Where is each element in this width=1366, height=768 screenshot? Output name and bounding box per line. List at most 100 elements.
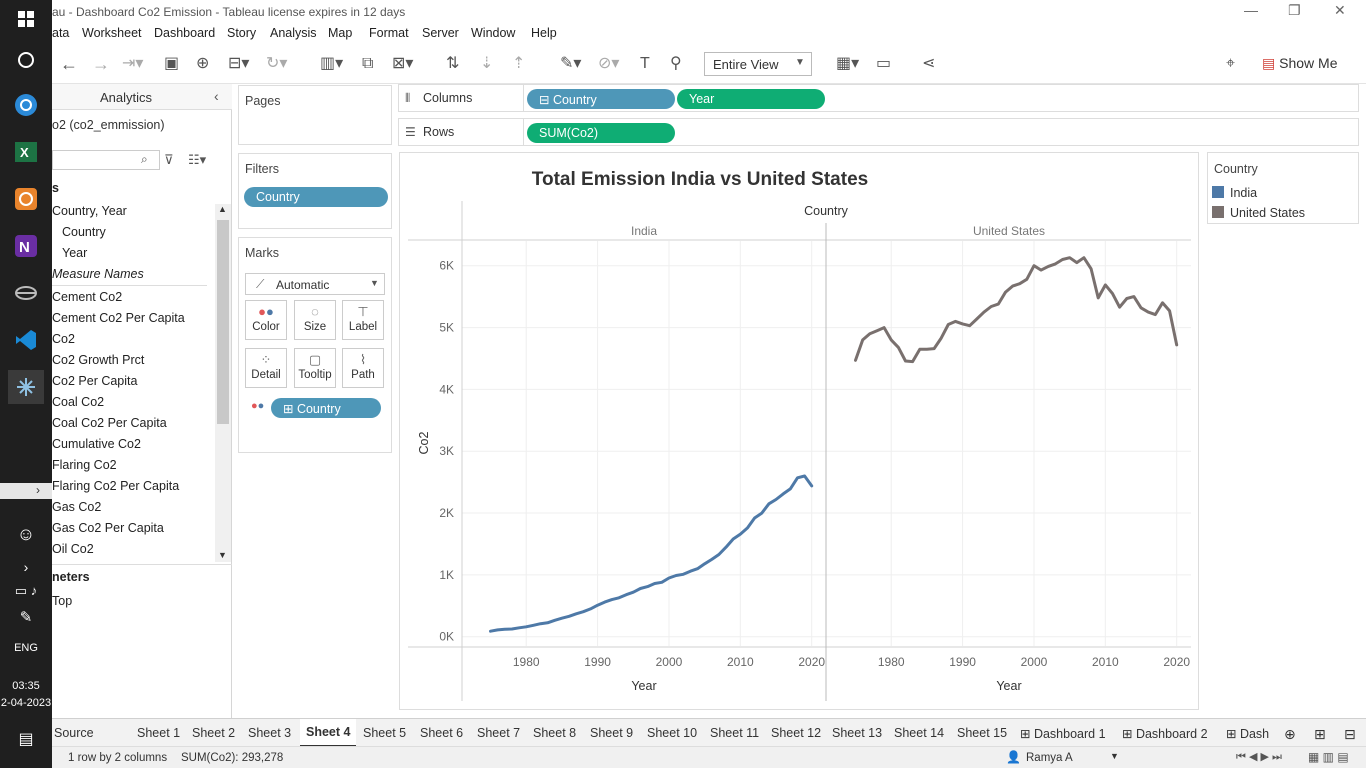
field-measure[interactable]: Cement Co2 Per Capita — [52, 311, 185, 325]
clear-sheet-icon[interactable]: ⊠▾ — [392, 55, 414, 72]
filters-card[interactable]: Filters Country — [238, 153, 392, 229]
new-datasource-icon[interactable]: ⊕ — [196, 55, 210, 72]
field-measure-names[interactable]: Measure Names — [52, 267, 144, 281]
new-sheet-tab-icon[interactable]: ⊞ — [1314, 726, 1326, 742]
menu-window[interactable]: Window — [471, 26, 516, 40]
show-me-button[interactable]: ▤ Show Me — [1262, 55, 1337, 72]
new-datasource-tab-icon[interactable]: ⊕ — [1284, 726, 1296, 742]
swap-icon[interactable]: ⇅ — [446, 55, 460, 72]
fix-axes-icon[interactable]: ⚲ — [670, 55, 682, 72]
tab-sheet-4[interactable]: Sheet 4 — [300, 719, 357, 747]
menu-story[interactable]: Story — [227, 26, 257, 40]
color-legend[interactable]: Country India United States — [1207, 152, 1359, 224]
tab-dashboard-1[interactable]: ⊞ Dashboard 1 — [1020, 726, 1106, 741]
marks-pill-country[interactable]: ⊞ Country — [271, 398, 381, 418]
field-country[interactable]: Country — [62, 225, 106, 239]
maximize-button[interactable]: ❐ — [1288, 2, 1301, 18]
new-dashboard-tab-icon[interactable]: ⊟ — [1344, 726, 1356, 742]
legend-item-us[interactable]: United States — [1230, 206, 1306, 220]
windows-start-icon[interactable] — [8, 2, 44, 36]
redo-icon[interactable]: → — [92, 54, 110, 74]
tab-sheet-7[interactable]: Sheet 7 — [477, 726, 521, 740]
tab-sheet-10[interactable]: Sheet 10 — [647, 726, 698, 740]
tab-sheet-13[interactable]: Sheet 13 — [832, 726, 883, 740]
minimize-button[interactable]: — — [1244, 2, 1258, 18]
view-toggle-icons[interactable]: ▦ ▥ ▤ — [1308, 750, 1349, 764]
field-measure[interactable]: Cumulative Co2 — [52, 437, 141, 451]
tab-sheet-5[interactable]: Sheet 5 — [363, 726, 407, 740]
columns-shelf[interactable]: ⦀ Columns ⊟ Country Year — [398, 84, 1359, 112]
field-measure[interactable]: Coal Co2 — [52, 395, 105, 409]
columns-pill-year[interactable]: Year — [677, 89, 825, 109]
datasource-name[interactable]: o2 (co2_emmission) — [52, 118, 165, 132]
excel-icon[interactable]: X — [8, 135, 44, 169]
marks-label-button[interactable]: ⊤ Label — [342, 300, 384, 340]
marks-detail-button[interactable]: ⁘ Detail — [245, 348, 287, 388]
series-line-0[interactable] — [489, 474, 814, 633]
fit-dropdown[interactable]: Entire View ▼ — [704, 52, 812, 76]
user-name[interactable]: Ramya A — [1026, 752, 1073, 764]
refresh-icon[interactable]: ↻▾ — [266, 55, 288, 72]
menu-help[interactable]: Help — [531, 26, 557, 40]
pages-card[interactable]: Pages — [238, 85, 392, 145]
clock-date[interactable]: 2-04-2023 — [0, 697, 52, 709]
tab-sheet-15[interactable]: Sheet 15 — [957, 726, 1008, 740]
menu-analysis[interactable]: Analysis — [270, 26, 317, 40]
presentation-icon[interactable]: ▭ — [876, 55, 892, 72]
share-icon[interactable]: ⋖ — [922, 55, 936, 72]
undo-icon[interactable]: ← — [60, 54, 78, 74]
marks-path-button[interactable]: ⌇ Path — [342, 348, 384, 388]
filter-fields-icon[interactable]: ⊽ — [164, 152, 174, 167]
duplicate-sheet-icon[interactable]: ⧉ — [362, 55, 374, 72]
filter-pill-country[interactable]: Country — [244, 187, 388, 207]
tab-sheet-12[interactable]: Sheet 12 — [771, 726, 822, 740]
network-app-icon[interactable] — [8, 276, 44, 310]
field-measure[interactable]: Oil Co2 — [52, 542, 94, 556]
new-worksheet-icon[interactable]: ▥▾ — [320, 55, 344, 72]
fields-scrollbar[interactable]: ▲ ▼ — [215, 204, 231, 562]
tab-sheet-1[interactable]: Sheet 1 — [137, 726, 181, 740]
rows-shelf[interactable]: ☰ Rows SUM(Co2) — [398, 118, 1359, 146]
replay-icon[interactable]: ⇥▾ — [122, 55, 144, 72]
gallery-app-icon[interactable] — [8, 182, 44, 216]
format-painter-icon[interactable]: ⌖ — [1226, 55, 1236, 72]
highlight-icon[interactable]: ✎▾ — [560, 55, 582, 72]
tab-analytics[interactable]: Analytics — [100, 90, 153, 105]
tab-sheet-9[interactable]: Sheet 9 — [590, 726, 634, 740]
pause-updates-icon[interactable]: ⊟▾ — [228, 55, 250, 72]
close-button[interactable]: ✕ — [1334, 2, 1346, 18]
group-icon[interactable]: ⊘▾ — [598, 55, 620, 72]
tab-sheet-8[interactable]: Sheet 8 — [533, 726, 577, 740]
volume-battery-icon[interactable]: ▭ ♪ — [14, 583, 38, 598]
menu-dashboard[interactable]: Dashboard — [154, 26, 216, 40]
series-line-1[interactable] — [854, 256, 1179, 364]
hierarchy-field[interactable]: Country, Year — [52, 204, 127, 218]
mark-type-dropdown[interactable]: ⟋ Automatic ▼ — [245, 273, 385, 295]
tab-dashboard-partial[interactable]: ⊞ Dash — [1226, 726, 1269, 741]
field-measure[interactable]: Flaring Co2 Per Capita — [52, 479, 180, 493]
columns-pill-country[interactable]: ⊟ Country — [527, 89, 675, 109]
tab-data-source[interactable]: Source — [54, 726, 94, 740]
search-circle-icon[interactable] — [8, 43, 44, 77]
line-chart[interactable]: Total Emission India vs United States Co… — [400, 153, 1200, 711]
field-measure[interactable]: Flaring Co2 — [52, 458, 117, 472]
scroll-up-icon[interactable]: ▲ — [218, 204, 227, 214]
field-measure[interactable]: Coal Co2 Per Capita — [52, 416, 167, 430]
sync-app-icon[interactable] — [8, 88, 44, 122]
notification-icon[interactable]: ▤ — [18, 731, 34, 748]
chevron-right-icon[interactable]: › — [23, 559, 29, 575]
field-measure[interactable]: Co2 — [52, 332, 75, 346]
people-icon[interactable]: ☺ — [16, 523, 36, 544]
marks-color-button[interactable]: ●● Color — [245, 300, 287, 340]
legend-item-india[interactable]: India — [1230, 186, 1258, 200]
series-lines[interactable] — [489, 256, 1179, 633]
field-measure[interactable]: Cement Co2 — [52, 290, 123, 304]
tableau-icon[interactable] — [8, 370, 44, 404]
scrollbar-thumb[interactable] — [217, 220, 229, 424]
collapse-pane-icon[interactable]: ‹ — [214, 88, 219, 104]
show-cards-icon[interactable]: ▦▾ — [836, 55, 860, 72]
marks-tooltip-button[interactable]: ▢ Tooltip — [294, 348, 336, 388]
menu-data[interactable]: ata — [52, 26, 70, 40]
menu-format[interactable]: Format — [369, 26, 409, 40]
chevron-down-icon[interactable]: ▼ — [1110, 751, 1119, 761]
